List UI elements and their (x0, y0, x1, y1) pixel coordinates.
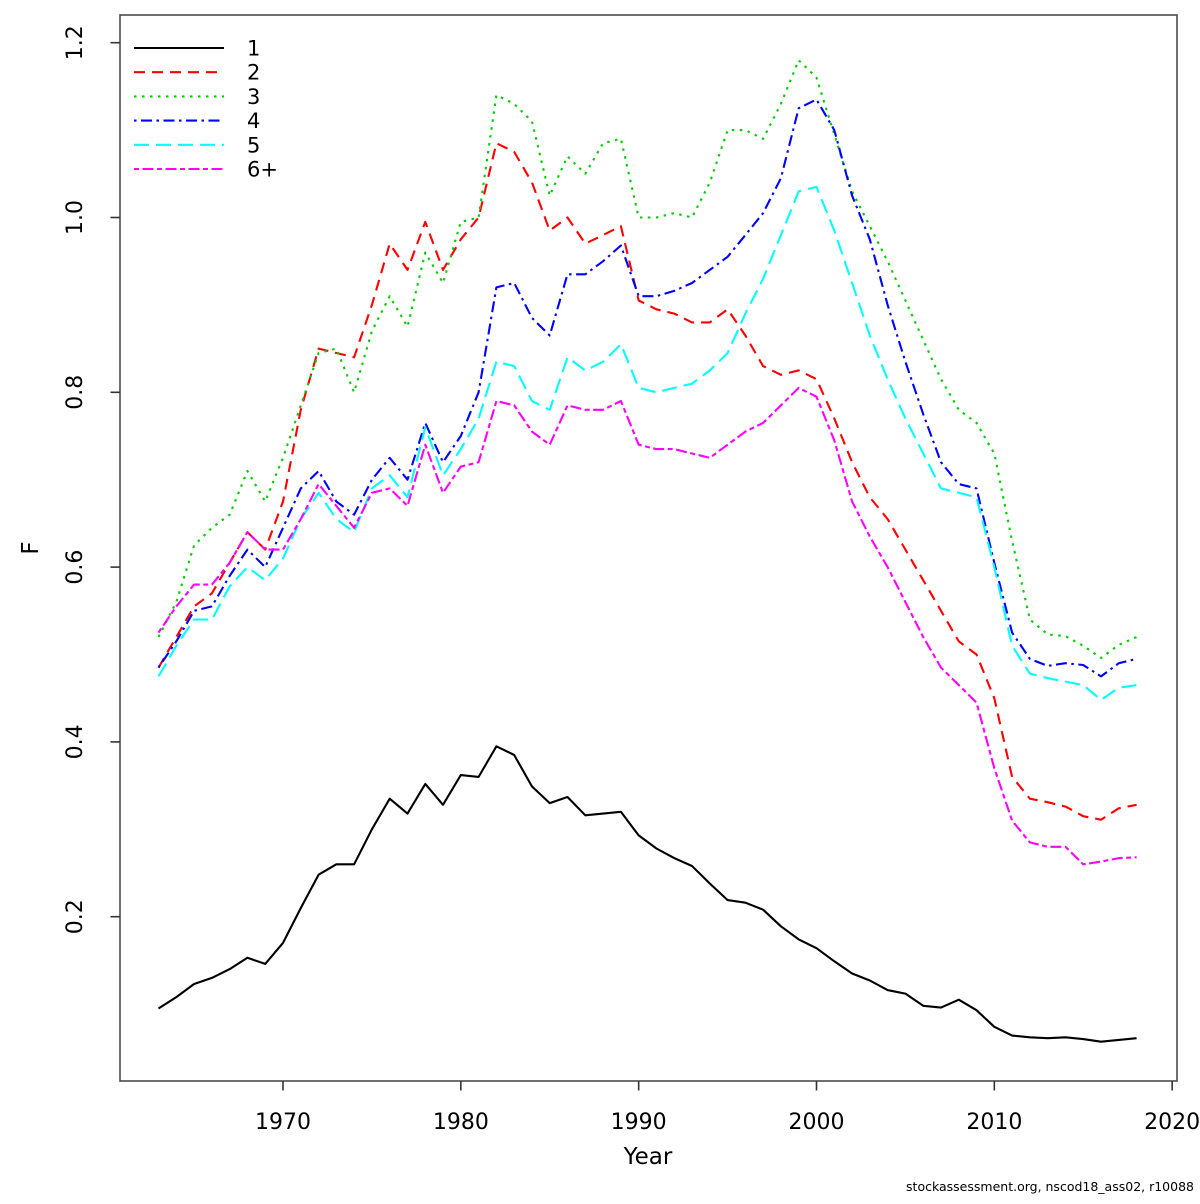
series-line-age-2 (157, 142, 1137, 821)
series-line-age-5 (157, 185, 1137, 701)
series-line-age-1 (157, 745, 1137, 1043)
footer-attribution: stockassessment.org, nscod18_ass02, r100… (906, 1179, 1194, 1194)
legend-label-age-6+: 6+ (247, 158, 278, 182)
x-axis-tick-label: 1970 (255, 1110, 311, 1135)
series-line-age-4 (157, 98, 1137, 678)
series-line-age-3 (157, 59, 1138, 660)
legend-label-age-1: 1 (247, 37, 260, 61)
x-axis-tick-label: 2020 (1144, 1110, 1200, 1135)
y-axis-tick-label: 1.2 (63, 25, 88, 60)
plot-content: 1970 1980 1990 2000 2010 2020 0.2 0.4 0.6 0.8 1.0 1… (63, 25, 1200, 1135)
plot-border (119, 14, 1178, 1082)
y-axis-tick-label: 0.6 (63, 550, 88, 585)
y-axis-tick-label: 0.4 (63, 724, 88, 759)
legend-label-age-4: 4 (247, 109, 260, 133)
x-axis-tick-label: 1980 (433, 1110, 489, 1135)
y-axis-tick-label: 0.8 (63, 375, 88, 410)
legend-label-age-5: 5 (247, 133, 260, 157)
legend-label-age-2: 2 (247, 61, 260, 85)
y-axis-tick-label: 1.0 (63, 200, 88, 235)
y-axis-title: F (18, 541, 44, 554)
x-axis-tick-label: 2010 (966, 1110, 1022, 1135)
series-line-age-6+ (157, 386, 1137, 866)
x-axis-tick-label: 2000 (788, 1110, 844, 1135)
x-axis-tick-label: 1990 (611, 1110, 667, 1135)
x-axis-title: Year (623, 1144, 673, 1170)
y-axis-tick-label: 0.2 (63, 899, 88, 934)
legend-label-age-3: 3 (247, 85, 260, 109)
